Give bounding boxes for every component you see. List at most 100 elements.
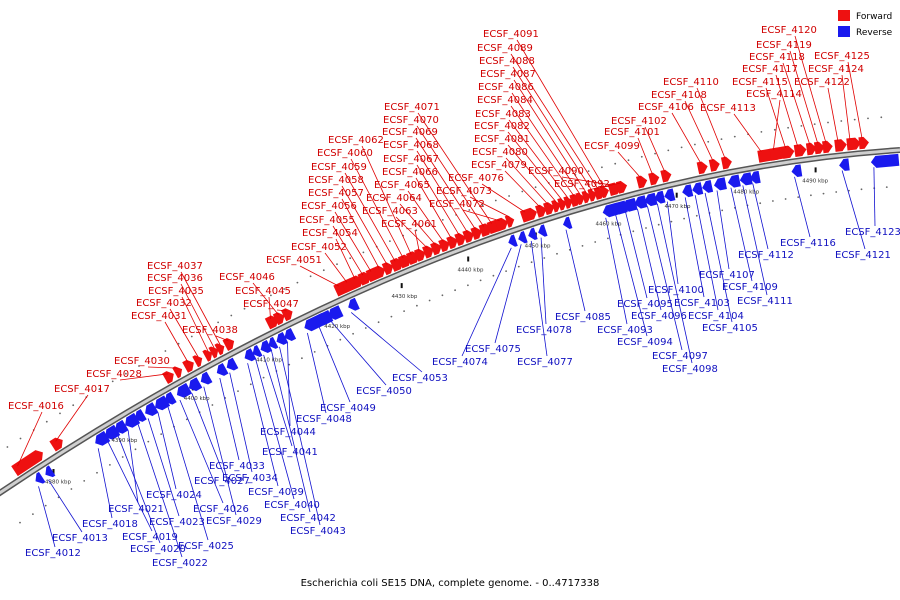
label-ecsf-4077: ECSF_4077: [517, 357, 573, 368]
tick-mark: [675, 192, 678, 198]
leader-line: [330, 321, 387, 386]
gene-ecsf-4098: [654, 190, 666, 204]
tick-label: 4420 kbp: [324, 324, 350, 330]
leader-line: [147, 366, 179, 369]
gene-ecsf-4036: [208, 346, 219, 359]
label-ecsf-4056: ECSF_4056: [301, 201, 357, 212]
tick-label: 4410 kbp: [256, 357, 282, 363]
leader-line: [263, 354, 293, 447]
tick-label: 4450 kbp: [525, 244, 551, 250]
label-ecsf-4033: ECSF_4033: [209, 461, 265, 472]
guide-dot: [441, 294, 444, 297]
leader-line: [335, 238, 356, 279]
gene-ecsf-4037: [214, 343, 225, 356]
label-ecsf-4013: ECSF_4013: [52, 533, 108, 544]
leader-line: [169, 308, 199, 358]
leader-line: [565, 229, 586, 312]
genome-caption: Escherichia coli SE15 DNA, complete geno…: [300, 578, 600, 589]
gene-ecsf-4116: [791, 164, 803, 177]
gene-ecsf-4080: [543, 202, 555, 216]
leader-line: [164, 321, 189, 363]
leader-line: [794, 35, 827, 143]
gene-ecsf-4058: [381, 262, 394, 276]
leader-line: [512, 66, 593, 192]
gene-ecsf-4081: [551, 200, 561, 213]
leader-line: [716, 190, 730, 270]
leader-line: [625, 212, 648, 299]
gene-ecsf-4108: [708, 159, 720, 172]
leader-line: [191, 393, 225, 476]
guide-dot: [467, 284, 469, 287]
label-ecsf-4044: ECSF_4044: [260, 427, 316, 438]
label-ecsf-4053: ECSF_4053: [392, 373, 448, 384]
gene-ecsf-4086: [575, 192, 585, 206]
label-ecsf-4072: ECSF_4072: [429, 199, 485, 210]
guide-dot: [657, 223, 660, 226]
guide-dot: [441, 219, 444, 221]
gene-ecsf-4085: [563, 216, 573, 229]
gene-ecsf-4022: [135, 409, 147, 422]
label-ecsf-4074: ECSF_4074: [432, 357, 488, 368]
label-ecsf-4113: ECSF_4113: [700, 103, 756, 114]
guide-dot: [784, 198, 787, 200]
label-ecsf-4110: ECSF_4110: [663, 77, 719, 88]
label-ecsf-4090: ECSF_4090: [528, 166, 584, 177]
label-ecsf-4023: ECSF_4023: [149, 517, 205, 528]
leader-line: [742, 185, 768, 296]
gene-ecsf-4079: [535, 204, 547, 218]
gene-ecsf-4042: [268, 336, 279, 349]
gene-ecsf-4125: [858, 136, 869, 150]
label-ecsf-4097: ECSF_4097: [652, 351, 708, 362]
label-ecsf-4075: ECSF_4075: [465, 344, 521, 355]
gene-ecsf-4105: [702, 180, 714, 193]
label-ecsf-4079: ECSF_4079: [471, 160, 527, 171]
guide-dot: [283, 288, 285, 290]
gene-ecsf-4029: [200, 371, 213, 385]
label-ecsf-4071: ECSF_4071: [384, 102, 440, 113]
guide-dot: [301, 357, 303, 360]
guide-dot: [581, 245, 584, 247]
gene-ecsf-4100: [664, 188, 676, 202]
gene-ecsf-4030: [172, 366, 183, 379]
gene-ecsf-4104: [692, 182, 704, 195]
label-ecsf-4018: ECSF_4018: [82, 519, 138, 530]
leader-line: [637, 137, 653, 175]
guide-dot: [587, 170, 590, 173]
genome-backbone: [0, 148, 900, 495]
leader-line: [516, 39, 605, 188]
leader-line: [119, 373, 169, 381]
label-ecsf-4047: ECSF_4047: [243, 299, 299, 310]
label-ecsf-4057: ECSF_4057: [308, 188, 364, 199]
label-ecsf-4043: ECSF_4043: [290, 526, 346, 537]
leader-line: [127, 430, 139, 504]
gene-ecsf-4087: [581, 190, 591, 204]
label-ecsf-4089: ECSF_4089: [477, 43, 533, 54]
gene-ecsf-4066: [446, 236, 458, 250]
legend: Forward Reverse: [838, 10, 893, 38]
label-ecsf-4036: ECSF_4036: [147, 273, 203, 284]
guide-dot: [70, 488, 73, 490]
label-ecsf-4039: ECSF_4039: [248, 487, 304, 498]
gene-ecsf-4032: [192, 355, 203, 368]
label-ecsf-4117: ECSF_4117: [742, 64, 798, 75]
legend-reverse-label: Reverse: [856, 28, 893, 38]
guide-dot: [521, 190, 524, 193]
tick-label: 4430 kbp: [391, 294, 417, 300]
leader-line: [417, 112, 492, 224]
gene-labels: ECSF_4016 ECSF_4017 ECSF_4028 ECSF_4030 ECSF…: [8, 25, 900, 569]
leader-line: [752, 183, 769, 250]
label-ecsf-4017: ECSF_4017: [54, 384, 110, 395]
guide-dot: [237, 390, 239, 392]
guide-dot: [6, 446, 9, 448]
guide-dot: [885, 186, 888, 189]
guide-dot: [111, 380, 114, 383]
tick-label: 4490 kbp: [802, 179, 828, 185]
gene-ecsf-4096: [634, 195, 648, 209]
label-ecsf-4052: ECSF_4052: [291, 242, 347, 253]
leader-line: [773, 99, 781, 150]
leader-line: [324, 252, 348, 283]
label-ecsf-4051: ECSF_4051: [266, 255, 322, 266]
leader-line: [341, 185, 388, 265]
leader-line: [765, 87, 786, 149]
